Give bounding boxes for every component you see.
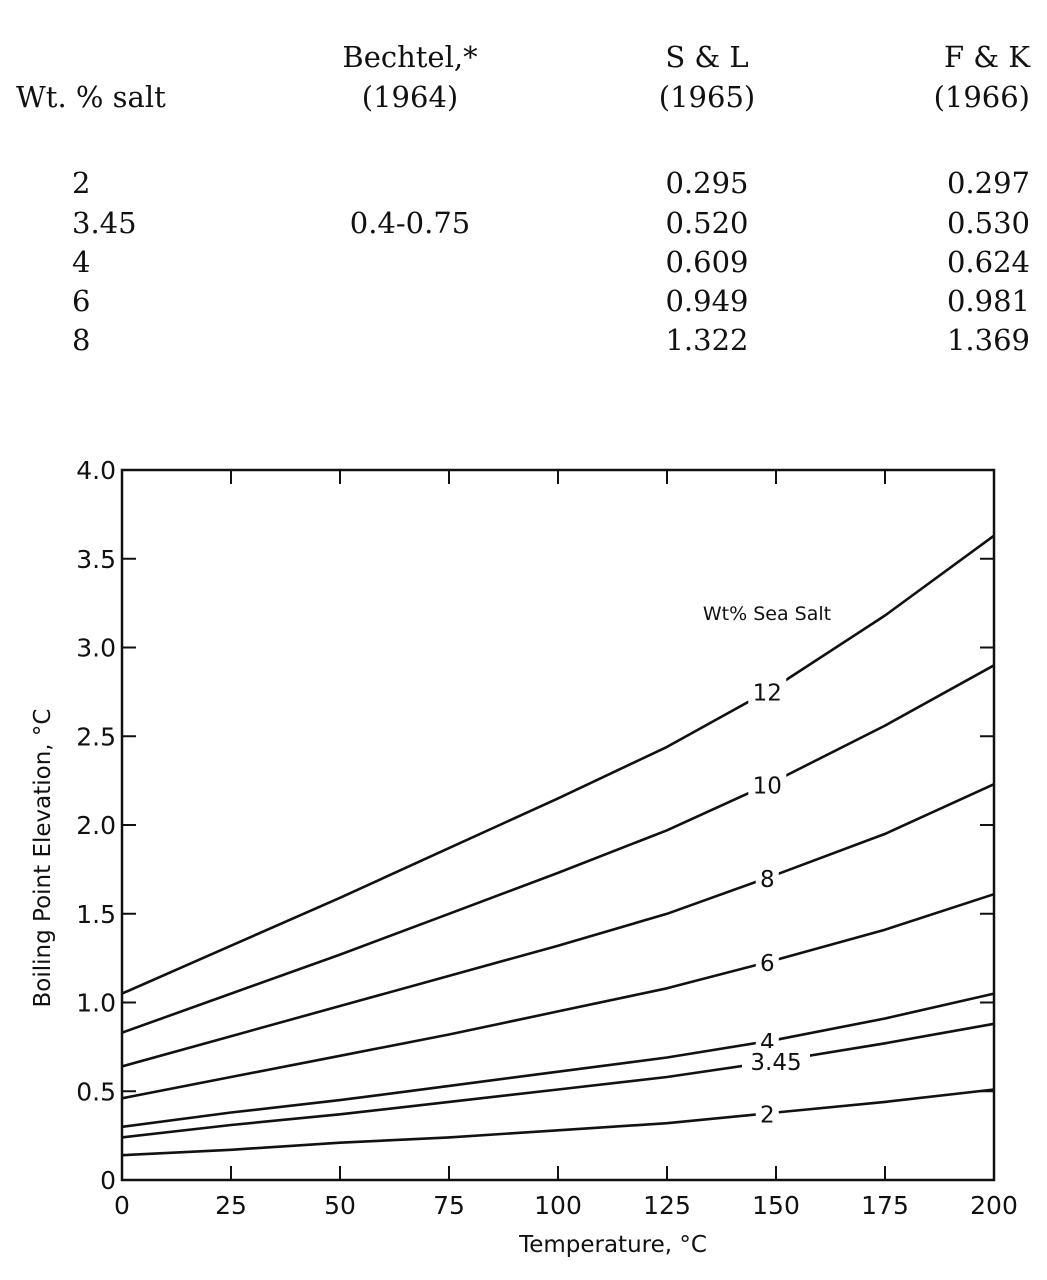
- series-label-gap: [748, 771, 787, 798]
- table-cell-bechtel: 0.4-0.75: [349, 206, 471, 240]
- plot-frame: [120, 468, 996, 1182]
- comparison-table: Bechtel,* S & L F & K Wt. % salt (1964) …: [0, 0, 1047, 380]
- series-label-gap: [755, 1028, 779, 1055]
- table-cell-s-and-l: 0.609: [665, 245, 749, 279]
- y-tick-label: 0: [100, 1166, 116, 1195]
- table-cell-wt: 4: [72, 245, 91, 279]
- y-tick-label: 4.0: [76, 456, 116, 485]
- table-cell-wt: 3.45: [72, 206, 137, 240]
- series-label-gap: [755, 864, 779, 891]
- series-label-gap: [755, 1100, 779, 1127]
- series-label-2: 2: [760, 1102, 775, 1128]
- y-tick-label: 2.5: [76, 722, 116, 751]
- series-label-gap: [742, 1048, 810, 1075]
- chart-series-lines: [121, 534, 995, 1157]
- x-tick-label: 200: [970, 1191, 1018, 1220]
- series-line-3-45: [121, 1022, 995, 1139]
- header-bechtel-name: Bechtel,*: [342, 40, 478, 74]
- series-label-12: 12: [753, 680, 782, 706]
- y-tick-label: 2.0: [76, 811, 116, 840]
- x-tick-label: 0: [114, 1191, 130, 1220]
- y-tick-label: 3.5: [76, 545, 116, 574]
- table-cell-f-and-k: 0.530: [946, 206, 1030, 240]
- series-line-10: [121, 664, 995, 1034]
- x-tick-label: 50: [324, 1191, 356, 1220]
- table-cell-f-and-k: 0.981: [946, 284, 1030, 318]
- series-line-8: [121, 783, 995, 1068]
- y-tick-label: 1.0: [76, 989, 116, 1018]
- x-tick-label: 150: [752, 1191, 800, 1220]
- table-cell-s-and-l: 0.295: [665, 166, 749, 200]
- table-cell-s-and-l: 0.520: [665, 206, 749, 240]
- table-cell-wt: 8: [72, 323, 91, 357]
- chart-ticks: [122, 470, 994, 1180]
- series-line-6: [121, 892, 995, 1100]
- series-label-3-45: 3.45: [750, 1050, 801, 1076]
- table-cell-s-and-l: 0.949: [665, 284, 749, 318]
- y-tick-label: 0.5: [76, 1077, 116, 1106]
- header-f-and-k-year: (1966): [933, 80, 1030, 114]
- header-bechtel-year: (1964): [361, 80, 459, 114]
- y-tick-label: 1.5: [76, 900, 116, 929]
- table-cell-f-and-k: 1.369: [946, 323, 1030, 357]
- header-s-and-l-year: (1965): [658, 80, 756, 114]
- table-cell-s-and-l: 1.322: [665, 323, 749, 357]
- table-cell-f-and-k: 0.297: [946, 166, 1030, 200]
- series-label-8: 8: [760, 867, 775, 893]
- table-cell-wt: 6: [72, 284, 91, 318]
- legend-title: Wt% Sea Salt: [703, 603, 831, 625]
- series-line-12: [121, 534, 995, 995]
- table-cell-f-and-k: 0.624: [946, 245, 1030, 279]
- series-label-10: 10: [753, 774, 782, 800]
- y-axis-label: Boiling Point Elevation, °C: [30, 709, 56, 1008]
- header-wt-salt: Wt. % salt: [16, 80, 166, 114]
- header-s-and-l-name: S & L: [665, 40, 749, 74]
- x-axis-label: Temperature, °C: [518, 1232, 707, 1258]
- series-label-gap: [748, 678, 787, 705]
- series-label-gap: [755, 949, 779, 976]
- x-tick-labels: 0 25 50 75 100 125 150 175 200: [114, 1191, 1018, 1220]
- x-tick-label: 25: [215, 1191, 247, 1220]
- table-cell-wt: 2: [72, 166, 91, 200]
- x-tick-label: 175: [861, 1191, 909, 1220]
- x-tick-label: 75: [433, 1191, 465, 1220]
- series-line-2: [121, 1088, 995, 1157]
- y-tick-labels: 0 0.5 1.0 1.5 2.0 2.5 3.0 3.5 4.0: [76, 456, 116, 1195]
- series-label-6: 6: [760, 951, 775, 977]
- x-tick-label: 125: [643, 1191, 691, 1220]
- series-line-4: [121, 992, 995, 1129]
- header-f-and-k-name: F & K: [943, 40, 1030, 74]
- x-tick-label: 100: [534, 1191, 582, 1220]
- y-tick-label: 3.0: [76, 634, 116, 663]
